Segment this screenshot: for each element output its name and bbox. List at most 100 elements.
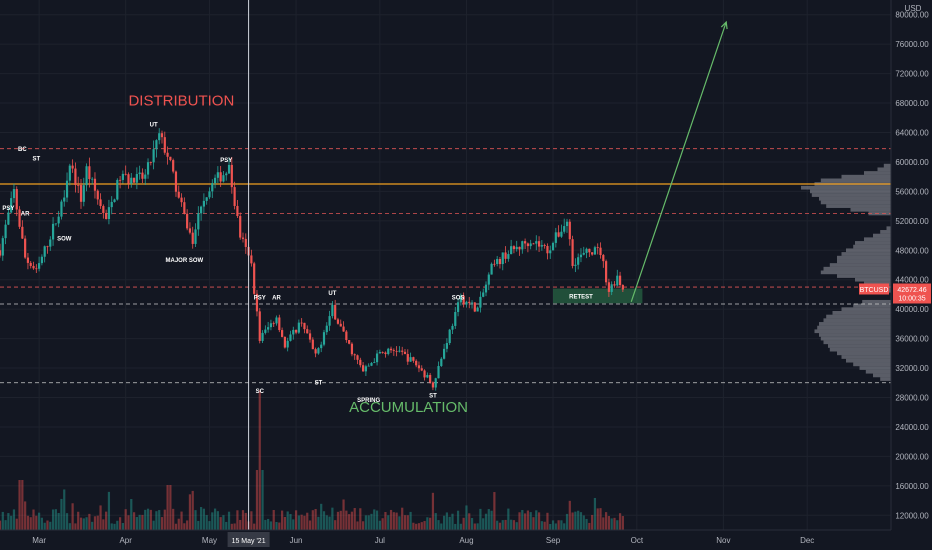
candle-body — [484, 284, 488, 293]
volume-bar — [563, 523, 566, 530]
candle-body — [155, 140, 158, 150]
volume-bar — [166, 485, 169, 530]
volume-bar — [325, 515, 328, 530]
volume-bar — [233, 523, 236, 530]
candle-body — [459, 295, 462, 303]
volume-bar — [183, 523, 186, 530]
volume-bar — [588, 522, 591, 530]
candle-body — [342, 326, 345, 332]
volume-bar — [616, 520, 619, 530]
candle-body — [24, 238, 27, 258]
candle-body — [359, 359, 362, 366]
candle-body — [191, 232, 194, 244]
volume-bar — [250, 511, 253, 530]
volume-bar — [303, 515, 306, 530]
candle-body — [431, 382, 435, 388]
volume-bar — [200, 507, 203, 530]
time-tick-label: Nov — [716, 536, 730, 545]
candle-body — [501, 252, 504, 265]
volume-bar — [272, 510, 275, 530]
candle-body — [412, 357, 415, 361]
volume-bar — [308, 520, 312, 530]
volume-bar — [99, 505, 102, 530]
volume-bar — [367, 515, 370, 530]
volume-bar — [132, 512, 136, 530]
volume-bar — [487, 509, 490, 530]
candle-body — [255, 293, 259, 312]
volume-bar — [216, 511, 219, 530]
volume-profile-bar — [819, 322, 891, 326]
candle-body — [202, 200, 205, 207]
volume-bar — [205, 515, 208, 530]
candle-body — [403, 351, 407, 355]
volume-bar — [456, 510, 460, 530]
candle-body — [540, 245, 543, 247]
volume-bar — [574, 511, 577, 530]
volume-bar — [96, 515, 99, 530]
volume-bar — [68, 523, 71, 530]
price-tick-label: 28000.00 — [895, 394, 929, 403]
volume-bar — [577, 510, 580, 530]
volume-profile-bar — [841, 174, 891, 179]
volume-bar — [21, 480, 24, 530]
volume-bar — [406, 515, 409, 530]
candle-body — [244, 238, 247, 247]
candle-body — [571, 239, 574, 266]
candle-body — [356, 355, 359, 360]
volume-bar — [571, 512, 574, 530]
candle-body — [588, 248, 591, 253]
candle-body — [308, 333, 312, 340]
volume-bar — [244, 512, 247, 530]
wyckoff-label: PSY — [2, 206, 14, 212]
wyckoff-label: PSY — [254, 296, 266, 302]
price-tick-label: 56000.00 — [895, 187, 929, 196]
volume-bar — [328, 516, 331, 530]
candle-body — [213, 177, 217, 184]
candle-body — [392, 350, 395, 351]
volume-bar — [102, 519, 105, 530]
candle-body — [4, 224, 7, 239]
candle-body — [7, 212, 10, 225]
volume-bar — [448, 516, 451, 530]
projection-arrow-line[interactable] — [630, 21, 727, 302]
volume-bar — [348, 514, 351, 530]
time-tick-label: Dec — [800, 536, 814, 545]
volume-bar — [4, 520, 7, 530]
candle-body — [99, 199, 102, 207]
volume-bar — [501, 520, 504, 530]
candle-body — [334, 304, 337, 320]
volume-bar — [40, 517, 43, 530]
volume-bar — [116, 520, 119, 530]
volume-bar — [334, 520, 337, 530]
volume-profile-bar — [826, 314, 891, 319]
volume-bar — [378, 520, 381, 530]
candle-body — [43, 246, 46, 257]
candle-body — [487, 274, 490, 285]
candle-body — [230, 164, 233, 188]
candle-body — [384, 352, 387, 355]
volume-bar — [565, 513, 569, 530]
candle-body — [387, 348, 390, 355]
volume-bar — [15, 518, 18, 530]
volume-bar — [336, 511, 340, 530]
candle-body — [462, 295, 465, 305]
retest-zone[interactable] — [553, 288, 643, 304]
candle-body — [275, 317, 278, 324]
volume-bar — [322, 511, 326, 530]
candle-body — [557, 232, 560, 237]
candle-body — [596, 247, 599, 249]
candle-body — [222, 175, 225, 182]
candle-body — [599, 247, 602, 256]
volume-bar — [258, 390, 261, 530]
candle-body — [348, 340, 351, 344]
volume-profile-bar — [841, 355, 891, 359]
candle-body — [445, 343, 448, 349]
candle-body — [180, 197, 183, 203]
price-tick-label: 72000.00 — [895, 70, 929, 79]
candle-body — [166, 152, 169, 157]
volume-profile-bar — [823, 340, 891, 345]
volume-bar — [521, 510, 524, 530]
candle-body — [0, 250, 2, 256]
candle-body — [563, 226, 566, 232]
